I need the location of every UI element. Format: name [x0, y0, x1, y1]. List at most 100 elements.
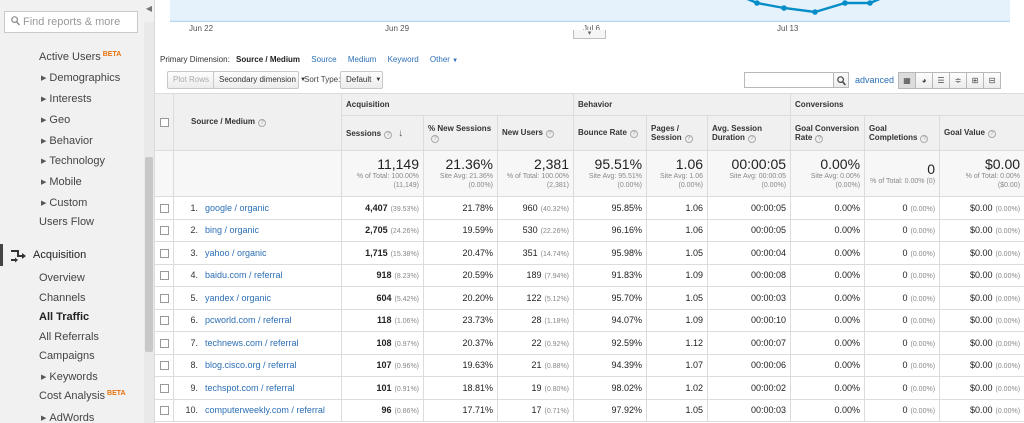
term-cloud-view-icon[interactable]: ⊟ [983, 72, 1001, 89]
source-medium-link[interactable]: computerweekly.com / referral [205, 405, 325, 416]
pages-session-cell: 1.06 [646, 196, 709, 220]
source-medium-link[interactable]: technews.com / referral [205, 337, 299, 348]
row-checkbox[interactable] [159, 293, 169, 303]
column-header-new-sessions[interactable]: % New Sessions? [423, 115, 498, 151]
comparison-view-icon[interactable]: ≑ [949, 72, 967, 89]
plot-rows-button[interactable]: Plot Rows [167, 71, 216, 89]
column-header-avg-session-duration[interactable]: Avg. Session Duration? [707, 115, 792, 151]
sidebar-item-adwords[interactable]: ▶ AdWords [41, 412, 94, 423]
column-header-pages-session[interactable]: Pages / Session? [646, 115, 709, 151]
sidebar-item-active-users[interactable]: Active Users BETA [39, 51, 121, 63]
source-medium-link[interactable]: bing / organic [205, 225, 260, 236]
row-checkbox[interactable] [159, 271, 169, 281]
sidebar-item-keywords[interactable]: ▶ Keywords [41, 371, 98, 383]
row-checkbox[interactable] [159, 226, 169, 236]
sort-type-dropdown[interactable]: Default ▼ [340, 71, 383, 89]
source-medium-link[interactable]: google / organic [205, 202, 270, 213]
chart-collapse-handle[interactable]: ▾ [573, 30, 606, 39]
row-checkbox[interactable] [159, 406, 169, 416]
row-checkbox[interactable] [159, 361, 169, 371]
advanced-filter-link[interactable]: advanced [855, 75, 895, 85]
help-icon[interactable]: ? [987, 130, 996, 138]
row-checkbox[interactable] [159, 203, 169, 213]
table-view-icon[interactable]: ▦ [898, 72, 916, 89]
dimension-link-keyword[interactable]: Keyword [387, 55, 419, 64]
source-medium-link[interactable]: techspot.com / referral [205, 382, 295, 393]
sidebar-item-demographics[interactable]: ▶ Demographics [41, 72, 120, 84]
row-checkbox-cell [154, 286, 174, 310]
column-header-sessions[interactable]: Sessions? ↓ [341, 115, 424, 151]
source-medium-link[interactable]: blog.cisco.org / referral [205, 360, 297, 371]
new-users-percent: (1.18%) [544, 318, 570, 326]
sidebar-section-acquisition[interactable]: Acquisition [0, 244, 144, 266]
sidebar-item-cost-analysis[interactable]: Cost Analysis BETA [39, 390, 126, 402]
help-icon[interactable]: ? [431, 134, 439, 143]
row-checkbox[interactable] [159, 338, 169, 348]
dimension-link-source[interactable]: Source [311, 55, 337, 64]
sidebar-item-all-referrals[interactable]: All Referrals [39, 331, 99, 343]
column-header-new-users[interactable]: New Users? [496, 115, 575, 151]
help-icon[interactable]: ? [815, 134, 824, 143]
help-icon[interactable]: ? [545, 130, 554, 138]
source-medium-link[interactable]: baidu.com / referral [205, 270, 283, 281]
column-header-goal-value[interactable]: Goal Value? [939, 115, 1024, 151]
active-section-indicator [0, 244, 3, 266]
dimension-header[interactable]: Source / Medium? [173, 93, 342, 151]
help-icon[interactable]: ? [747, 134, 756, 143]
help-icon[interactable]: ? [258, 119, 267, 127]
source-medium-link[interactable]: yahoo / organic [205, 247, 267, 258]
sidebar-item-users-flow[interactable]: Users Flow [39, 216, 94, 228]
row-checkbox[interactable] [159, 248, 169, 258]
collapse-sidebar-icon[interactable]: ◀ [145, 4, 153, 13]
row-checkbox[interactable] [159, 383, 169, 393]
sessions-line-chart[interactable] [170, 0, 1010, 22]
table-row: 7. technews.com / referral 108 (0.97%) 20.37… [154, 331, 1024, 355]
pie-view-icon[interactable]: ◕ [915, 72, 933, 89]
performance-view-icon[interactable]: ☰ [932, 72, 950, 89]
pivot-view-icon[interactable]: ⊞ [966, 72, 984, 89]
help-icon[interactable]: ? [920, 134, 929, 143]
sidebar-item-all-traffic[interactable]: All Traffic [39, 311, 89, 323]
sidebar-item-overview[interactable]: Overview [39, 272, 85, 284]
source-medium-link[interactable]: pcworld.com / referral [205, 315, 292, 326]
report-search-box[interactable] [4, 11, 138, 33]
column-header-bounce-rate[interactable]: Bounce Rate? [573, 115, 648, 151]
sidebar-item-campaigns[interactable]: Campaigns [39, 350, 95, 362]
row-checkbox[interactable] [159, 316, 169, 326]
sidebar-item-interests[interactable]: ▶ Interests [41, 93, 92, 105]
row-checkbox-cell [154, 308, 174, 332]
sidebar-item-technology[interactable]: ▶ Technology [41, 155, 105, 167]
sidebar-item-label: Demographics [49, 72, 121, 84]
table-filter-search-button[interactable] [833, 72, 849, 88]
help-icon[interactable]: ? [384, 130, 393, 139]
help-icon[interactable]: ? [684, 134, 693, 143]
secondary-dimension-dropdown[interactable]: Secondary dimension ▼ [213, 71, 306, 89]
table-filter-input[interactable] [744, 72, 834, 88]
expand-arrow-icon: ▶ [41, 200, 47, 207]
report-search-input[interactable] [23, 14, 135, 30]
bounce-rate-cell: 94.39% [573, 353, 648, 377]
sidebar-item-mobile[interactable]: ▶ Mobile [41, 176, 82, 188]
sidebar-item-behavior[interactable]: ▶ Behavior [41, 135, 93, 147]
select-all-checkbox[interactable] [159, 117, 169, 127]
pages-session-cell: 1.06 [646, 218, 709, 242]
sidebar-item-channels[interactable]: Channels [39, 292, 85, 304]
bounce-rate-cell: 97.92% [573, 398, 648, 422]
column-header-goal-conversion-rate[interactable]: Goal Conversion Rate? [790, 115, 866, 151]
sort-descending-icon[interactable]: ↓ [398, 127, 404, 139]
dimension-link-other[interactable]: Other ▼ [430, 55, 458, 64]
sidebar-item-custom[interactable]: ▶ Custom [41, 197, 87, 209]
source-medium-link[interactable]: yandex / organic [205, 292, 272, 303]
dimension-link-other-label: Other [429, 55, 450, 64]
goal-completions-percent: (0.00%) [910, 295, 936, 303]
row-index: 4. [190, 270, 198, 281]
group-header-conversions: Conversions [790, 93, 1024, 116]
new-users-value: 17 [531, 405, 542, 416]
help-icon[interactable]: ? [629, 130, 638, 138]
sidebar-scrollbar-thumb[interactable] [145, 157, 153, 352]
sessions-cell: 96 (0.86%) [341, 398, 424, 422]
sidebar-item-geo[interactable]: ▶ Geo [41, 114, 70, 126]
column-header-goal-completions[interactable]: Goal Completions? [864, 115, 941, 151]
sessions-percent: (39.53%) [390, 205, 419, 213]
dimension-link-medium[interactable]: Medium [347, 55, 377, 64]
